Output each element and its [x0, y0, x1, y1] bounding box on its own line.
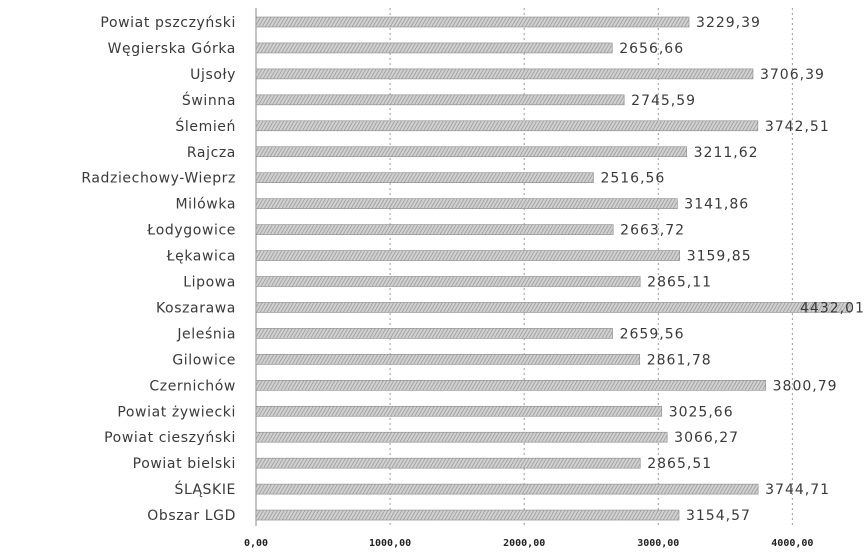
bar — [255, 198, 678, 209]
value-label: 3742,51 — [765, 119, 830, 135]
bar — [255, 302, 851, 313]
category-label: Świnna — [182, 91, 236, 109]
bar — [255, 276, 641, 287]
value-label: 2865,11 — [647, 275, 712, 291]
value-label: 2663,72 — [620, 223, 685, 239]
category-label: Łękawica — [166, 249, 236, 265]
value-label: 2865,51 — [647, 456, 712, 472]
x-tick-label: 0,00 — [244, 538, 268, 549]
category-label: Ujsoły — [190, 67, 236, 83]
category-label: Obszar LGD — [147, 508, 236, 524]
bar — [255, 405, 663, 417]
category-label: Powiat bielski — [133, 456, 236, 472]
bars — [255, 16, 851, 521]
value-label: 3025,66 — [669, 404, 734, 420]
x-tick-label: 4000,00 — [771, 538, 813, 549]
bar — [255, 42, 613, 54]
category-label: Koszarawa — [156, 300, 236, 316]
gridlines — [389, 8, 793, 526]
value-label: 3744,71 — [765, 482, 830, 498]
bar — [255, 250, 681, 261]
category-label: Czernichów — [149, 378, 236, 394]
category-label: Jeleśnia — [176, 326, 236, 342]
bar — [255, 120, 759, 132]
value-label: 3141,86 — [684, 197, 749, 213]
category-label: Radziechowy-Wieprz — [81, 171, 236, 187]
category-label: Powiat cieszyński — [104, 430, 236, 446]
bar — [255, 68, 754, 80]
x-tick-label: 1000,00 — [369, 538, 411, 549]
bar — [255, 16, 690, 28]
bar — [255, 354, 641, 365]
category-label: Rajcza — [187, 145, 236, 161]
category-labels: Powiat pszczyński Węgierska Górka Ujsoły Św… — [81, 15, 236, 524]
x-tick-label: 2000,00 — [503, 538, 545, 549]
category-label: Powiat pszczyński — [100, 15, 236, 31]
category-label: Gilowice — [172, 352, 236, 368]
value-label: 3706,39 — [760, 67, 825, 83]
value-label: 4432,01 — [800, 300, 865, 316]
x-tick-labels: 0,00 1000,00 2000,00 3000,00 4000,00 — [244, 538, 813, 549]
value-label: 2659,56 — [620, 326, 685, 342]
bar — [255, 509, 680, 521]
category-label: Lipowa — [183, 275, 236, 291]
bar — [255, 379, 766, 391]
category-label: Łodygowice — [146, 223, 236, 239]
bar — [255, 457, 641, 469]
category-label: Węgierska Górka — [108, 41, 236, 57]
bar — [255, 224, 614, 235]
value-label: 3800,79 — [773, 378, 838, 394]
bar — [255, 431, 668, 443]
value-label: 3066,27 — [674, 430, 739, 446]
value-label: 2861,78 — [647, 352, 712, 368]
category-label: Powiat żywiecki — [117, 404, 236, 420]
value-label: 3211,62 — [694, 145, 759, 161]
category-label: Milówka — [175, 197, 236, 213]
bar — [255, 172, 594, 183]
value-label: 3229,39 — [696, 15, 761, 31]
value-label: 3154,57 — [686, 508, 751, 524]
category-label: Ślemień — [175, 117, 236, 135]
value-label: 3159,85 — [687, 249, 752, 265]
bar — [255, 94, 625, 106]
value-labels: 3229,39 2656,66 3706,39 2745,59 3742,51 3211,… — [600, 15, 865, 524]
value-label: 2656,66 — [619, 41, 684, 57]
x-tick-label: 3000,00 — [637, 538, 679, 549]
category-label: ŚLĄSKIE — [174, 480, 236, 498]
value-label: 2745,59 — [631, 93, 696, 109]
bar — [255, 483, 759, 495]
value-label: 2516,56 — [600, 171, 665, 187]
bar — [255, 328, 613, 339]
bar — [255, 146, 687, 158]
